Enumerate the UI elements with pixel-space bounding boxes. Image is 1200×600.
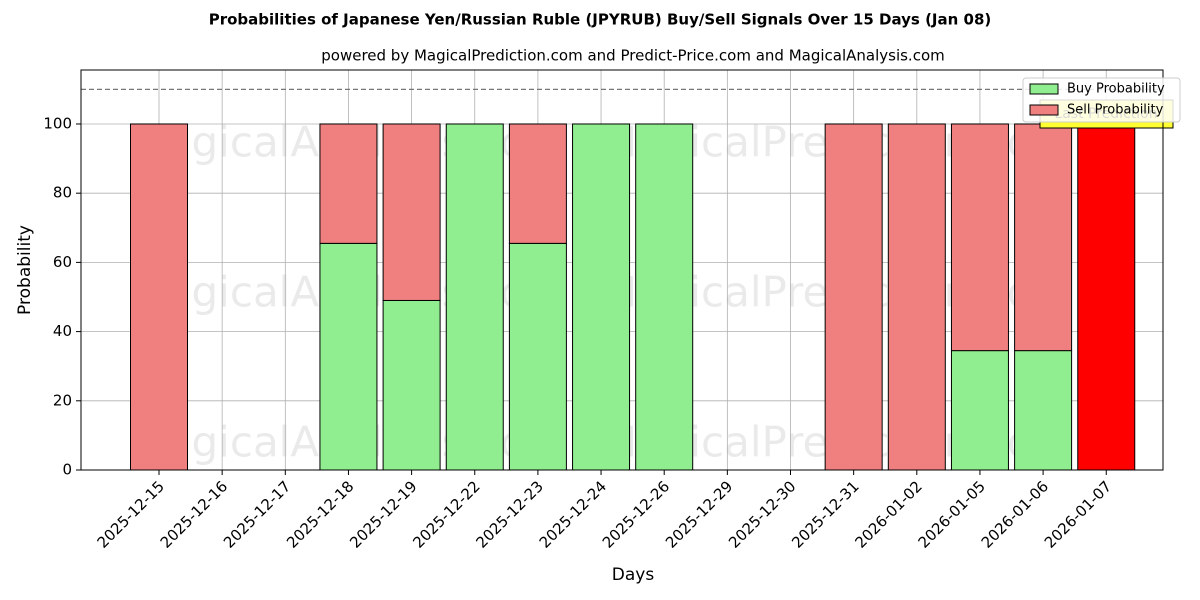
x-tick-label: 2025-12-18 [283, 477, 357, 551]
x-tick-label: 2025-12-24 [536, 477, 610, 551]
y-tick-label: 0 [62, 461, 72, 479]
legend-swatch [1029, 83, 1059, 95]
legend-swatch [1029, 104, 1059, 116]
chart-title: Probabilities of Japanese Yen/Russian Ru… [209, 11, 992, 29]
bar [824, 123, 883, 471]
x-tick-label: 2025-12-30 [725, 477, 799, 551]
bar [635, 123, 694, 471]
bar [130, 123, 188, 471]
legend: Buy Probability Sell Probability [1022, 77, 1181, 123]
y-axis-label: Probability [15, 225, 35, 315]
x-tick-label: 2025-12-29 [662, 477, 736, 551]
y-tick-label: 80 [53, 184, 72, 202]
bar [887, 123, 946, 471]
legend-label: Sell Probability [1067, 103, 1164, 118]
bar [382, 123, 441, 301]
y-tick-label: 20 [53, 391, 72, 409]
x-tick-label: 2025-12-31 [788, 477, 862, 551]
bar [950, 123, 1009, 352]
plot-frame [80, 69, 1164, 471]
x-tick-label: 2025-12-17 [220, 477, 294, 551]
y-tick-label: 60 [53, 253, 72, 271]
bar [572, 123, 631, 471]
y-tick-label: 100 [43, 114, 72, 132]
x-tick-label: 2025-12-16 [157, 477, 231, 551]
bar [508, 242, 567, 471]
y-tick-label: 40 [53, 322, 72, 340]
x-tick-label: 2026-01-05 [915, 477, 989, 551]
x-tick-label: 2025-12-15 [94, 477, 168, 551]
x-tick-label: 2025-12-23 [473, 477, 547, 551]
x-tick-label: 2025-12-19 [346, 477, 420, 551]
bar [319, 242, 378, 471]
bar [1014, 123, 1073, 352]
x-tick-label: 2026-01-06 [978, 477, 1052, 551]
bar [950, 350, 1009, 471]
bar [1014, 350, 1073, 471]
legend-label: Buy Probability [1067, 82, 1165, 97]
bar [1077, 123, 1136, 471]
x-tick-label: 2025-12-22 [409, 477, 483, 551]
x-tick-label: 2026-01-07 [1041, 477, 1115, 551]
x-axis-label: Days [612, 565, 655, 585]
bar [508, 123, 567, 244]
chart-subtitle: powered by MagicalPrediction.com and Pre… [321, 47, 945, 65]
x-tick-label: 2026-01-02 [851, 477, 925, 551]
legend-box [1022, 77, 1181, 123]
bar [382, 299, 441, 471]
x-tick-label: 2025-12-26 [599, 477, 673, 551]
bar [319, 123, 378, 244]
bar [445, 123, 504, 471]
